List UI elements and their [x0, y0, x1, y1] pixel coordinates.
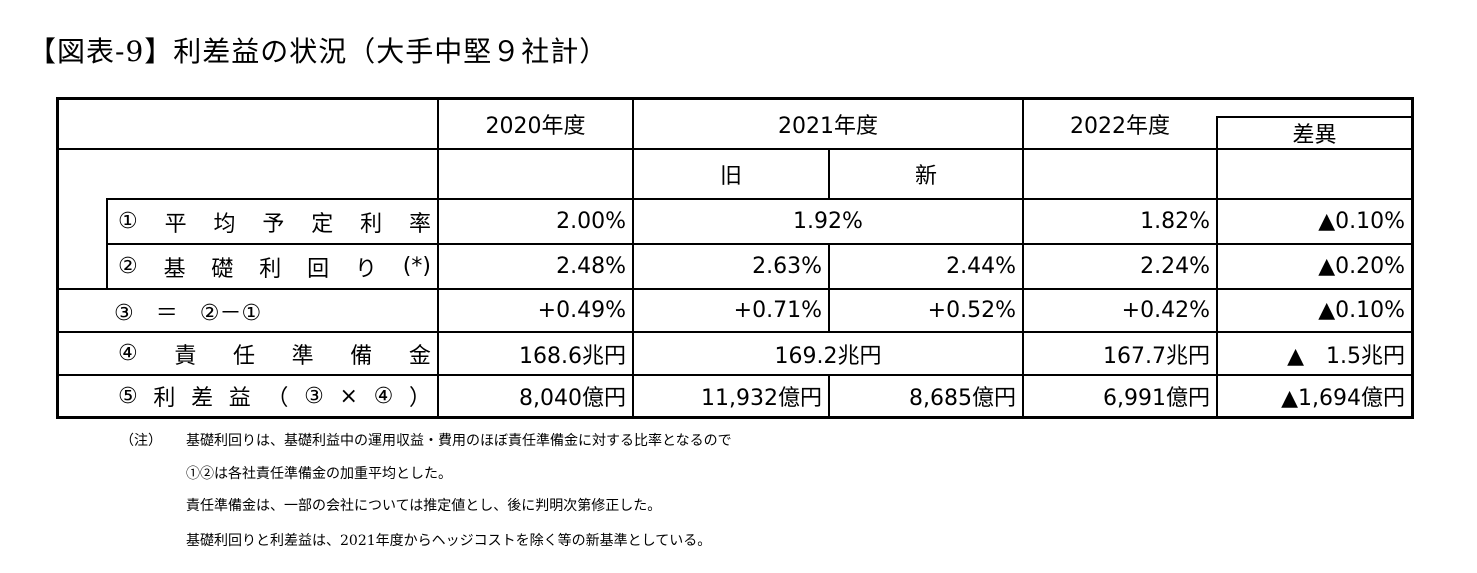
- diff-header-top: [1216, 116, 1414, 118]
- row4-label-char: 備: [350, 343, 373, 369]
- header-2021: 2021年度: [778, 114, 878, 139]
- row2-label-char: 礎: [211, 256, 234, 282]
- col-2020-right: [632, 97, 634, 419]
- header-2022: 2022年度: [1070, 114, 1170, 139]
- row2-diff: ▲0.20%: [1318, 254, 1405, 279]
- row4-diff: ▲ 1.5兆円: [1287, 343, 1405, 369]
- table-border-right: [1411, 97, 1414, 419]
- row3-2021-new: +0.52%: [927, 298, 1016, 323]
- row5-2020: 8,040億円: [519, 386, 626, 411]
- row3-label: ③ ＝ ②－①: [114, 300, 262, 326]
- col-2021-split-3: [828, 374, 830, 419]
- row2-2020: 2.48%: [556, 254, 626, 279]
- row5-label-char: ）: [408, 386, 431, 411]
- row1-label: ① 平 均 予 定 利 率: [108, 200, 437, 243]
- row3-diff: ▲0.10%: [1318, 298, 1405, 323]
- row5-2021-new: 8,685億円: [909, 386, 1016, 411]
- table-border-left: [56, 97, 59, 419]
- row1-2021: 1.92%: [793, 209, 863, 234]
- row4-divider: [56, 374, 1414, 376]
- page-title: 【図表-9】利差益の状況（大手中堅９社計）: [28, 35, 609, 68]
- row5-2021-old: 11,932億円: [701, 386, 822, 411]
- row5-label-char: （: [266, 386, 289, 411]
- row2-label-char: り: [354, 256, 377, 282]
- row2-2022: 2.24%: [1140, 254, 1210, 279]
- row4-2020: 168.6兆円: [519, 343, 626, 369]
- row4-label-char: ④: [118, 341, 138, 366]
- row3-2020: +0.49%: [537, 298, 626, 323]
- row5-label-char: ⑤: [118, 383, 138, 409]
- row2-label: ② 基 礎 利 回 り (*): [108, 245, 437, 288]
- row1-label-char: 定: [311, 211, 334, 237]
- row4-label: ④ 責 任 準 備 金: [108, 333, 437, 374]
- note-line: 基礎利回りと利差益は、2021年度からヘッジコストを除く等の新基準としている。: [186, 533, 712, 549]
- row3-divider: [56, 331, 1414, 333]
- row1-label-char: 予: [262, 211, 285, 237]
- note-marker: （注）: [120, 433, 162, 449]
- col-2021-split-1: [828, 148, 830, 200]
- row5-diff: ▲1,694億円: [1281, 386, 1405, 411]
- row1-label-char: 均: [213, 211, 236, 237]
- table-border-bottom: [56, 416, 1414, 419]
- row5-label: ⑤ 利 差 益 （ ③ × ④ ）: [108, 376, 437, 416]
- row1-2022: 1.82%: [1140, 209, 1210, 234]
- row2-label-char: 回: [307, 256, 330, 282]
- row3-2022: +0.42%: [1121, 298, 1210, 323]
- note-line: 基礎利回りは、基礎利益中の運用収益・費用のほぼ責任準備金に対する比率となるので: [186, 433, 732, 449]
- row5-label-char: 益: [228, 386, 251, 411]
- subheader-divider: [106, 198, 1414, 200]
- row5-label-char: 利: [153, 386, 176, 411]
- row4-label-char: 任: [233, 343, 256, 369]
- row5-label-char: 差: [191, 386, 214, 411]
- row5-label-char: ×: [339, 383, 358, 409]
- row4-2022: 167.7兆円: [1103, 343, 1210, 369]
- col-2021-right: [1022, 97, 1024, 419]
- label-box-left: [106, 198, 108, 290]
- row2-label-char: (*): [402, 254, 431, 279]
- row2-label-char: 利: [259, 256, 282, 282]
- row1-label-char: 率: [408, 211, 431, 237]
- col-2022-right: [1216, 116, 1218, 419]
- header-2020: 2020年度: [485, 114, 586, 139]
- row2-label-char: ②: [118, 254, 138, 279]
- header-divider: [56, 148, 1414, 150]
- row1-label-char: ①: [118, 209, 138, 234]
- row2-divider: [56, 288, 1414, 290]
- note-line: 責任準備金は、一部の会社については推定値とし、後に判明次第修正した。: [186, 498, 662, 514]
- row5-label-char: ③: [304, 383, 324, 409]
- row2-2021-old: 2.63%: [752, 254, 822, 279]
- row1-label-char: 利: [360, 211, 383, 237]
- row2-2021-new: 2.44%: [946, 254, 1016, 279]
- row1-2020: 2.00%: [556, 209, 626, 234]
- note-line: ①②は各社責任準備金の加重平均とした。: [186, 466, 452, 482]
- row5-2022: 6,991億円: [1103, 386, 1210, 411]
- row1-diff: ▲0.10%: [1318, 209, 1405, 234]
- header-2021-new: 新: [914, 164, 937, 189]
- header-diff: 差異: [1292, 123, 1337, 148]
- row2-label-char: 基: [163, 256, 186, 282]
- row5-label-char: ④: [373, 383, 394, 409]
- table-border-top: [56, 97, 1414, 100]
- row1-label-char: 平: [164, 211, 187, 237]
- row4-2021: 169.2兆円: [774, 343, 882, 369]
- row1-divider: [106, 243, 1414, 245]
- col-2021-split-2: [828, 243, 830, 333]
- header-2021-old: 旧: [719, 164, 742, 189]
- row4-label-char: 責: [174, 343, 197, 369]
- row3-2021-old: +0.71%: [733, 298, 822, 323]
- row4-label-char: 準: [291, 343, 314, 369]
- row4-label-char: 金: [408, 343, 431, 369]
- label-column-right: [437, 97, 439, 419]
